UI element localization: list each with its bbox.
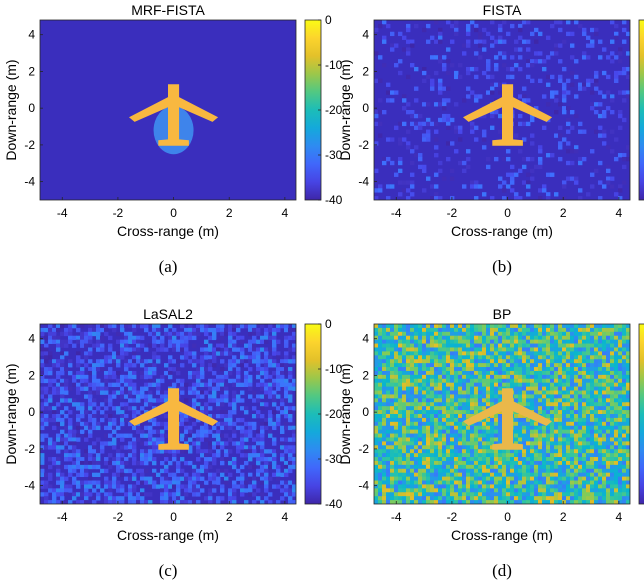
x-tick-label: 0 (504, 206, 511, 220)
x-tick-label: -2 (447, 206, 458, 220)
y-tick-label: 0 (362, 405, 369, 419)
x-tick-label: -2 (447, 510, 458, 524)
y-tick-label: 2 (28, 368, 35, 382)
y-tick-label: -4 (24, 175, 35, 189)
x-tick-label: -2 (113, 510, 124, 524)
colorbar-tick-label: -30 (325, 148, 343, 162)
y-tick-label: 0 (28, 101, 35, 115)
target-airplane (463, 84, 553, 146)
x-tick-label: -4 (57, 510, 68, 524)
x-axis-label: Cross-range (m) (451, 223, 553, 239)
heatmap-a (40, 20, 296, 200)
x-axis-label: Cross-range (m) (451, 527, 553, 543)
y-tick-label: -2 (358, 442, 369, 456)
panel-caption: (a) (159, 257, 178, 276)
x-tick-label: 4 (616, 206, 623, 220)
y-tick-label: -2 (24, 138, 35, 152)
x-tick-label: -2 (113, 206, 124, 220)
heatmap-c (40, 324, 296, 504)
x-axis-label: Cross-range (m) (117, 223, 219, 239)
y-axis-label: Down-range (m) (337, 59, 353, 160)
panel-title: FISTA (483, 2, 522, 18)
y-tick-label: 4 (362, 28, 369, 42)
axes-box (39, 19, 297, 201)
colorbar-tick-label: -40 (325, 193, 343, 207)
y-axis-label: Down-range (m) (3, 59, 19, 160)
y-tick-label: 0 (362, 101, 369, 115)
colorbar-tick-label: -30 (325, 452, 343, 466)
axes-box (373, 323, 631, 505)
panel-b: -4 -2 0 2 4 4 2 0 -2 -4 FISTA Cross-range (m) Down-r… (337, 2, 644, 276)
y-tick-label: -4 (24, 479, 35, 493)
y-tick-label: 4 (362, 332, 369, 346)
panel-title: MRF-FISTA (131, 2, 205, 18)
colorbar-tick-label: -20 (325, 407, 343, 421)
axes-box (39, 323, 297, 505)
colorbar-tick-label: -40 (325, 497, 343, 511)
x-tick-label: 4 (282, 510, 289, 524)
target-airplane (129, 84, 219, 146)
x-tick-label: -4 (57, 206, 68, 220)
colorbar-tick-label: 0 (325, 13, 332, 27)
x-tick-label: 4 (616, 510, 623, 524)
x-tick-label: 0 (170, 510, 177, 524)
panel-caption: (c) (159, 561, 178, 580)
colorbar-tick-label: 0 (325, 317, 332, 331)
heatmap-b (374, 20, 630, 200)
x-axis-label: Cross-range (m) (117, 527, 219, 543)
colorbar-tick-label: -10 (325, 58, 343, 72)
x-tick-label: 2 (560, 206, 567, 220)
y-tick-label: 2 (362, 64, 369, 78)
x-tick-label: 2 (226, 510, 233, 524)
y-tick-label: 4 (28, 28, 35, 42)
panel-title: BP (493, 306, 512, 322)
heatmap-d (374, 324, 630, 504)
y-axis-label: Down-range (m) (337, 363, 353, 464)
y-tick-label: 2 (28, 64, 35, 78)
colorbar-tick-label: -10 (325, 362, 343, 376)
y-axis-label: Down-range (m) (3, 363, 19, 464)
colorbar (638, 19, 644, 201)
panel-caption: (b) (492, 257, 512, 276)
y-tick-label: 4 (28, 332, 35, 346)
panel-title: LaSAL2 (143, 306, 193, 322)
target-airplane (129, 388, 219, 450)
x-tick-label: -4 (391, 510, 402, 524)
x-tick-label: 2 (226, 206, 233, 220)
target-airplane (463, 388, 553, 450)
x-tick-label: 0 (504, 510, 511, 524)
x-tick-label: 4 (282, 206, 289, 220)
colorbar (638, 323, 644, 505)
y-tick-label: -2 (358, 138, 369, 152)
panel-d: -4 -2 0 2 4 4 2 0 -2 -4 BP Cross-range (m) Down-rang… (337, 306, 644, 580)
x-tick-label: 0 (170, 206, 177, 220)
axes-box (373, 19, 631, 201)
x-tick-label: -4 (391, 206, 402, 220)
y-tick-label: -4 (358, 175, 369, 189)
colorbar-tick-label: -20 (325, 103, 343, 117)
y-tick-label: 0 (28, 405, 35, 419)
panel-caption: (d) (492, 561, 512, 580)
y-tick-label: -4 (358, 479, 369, 493)
noise-cells (40, 324, 296, 504)
x-tick-label: 2 (560, 510, 567, 524)
y-tick-label: -2 (24, 442, 35, 456)
noise-cells (374, 20, 630, 200)
y-tick-label: 2 (362, 368, 369, 382)
